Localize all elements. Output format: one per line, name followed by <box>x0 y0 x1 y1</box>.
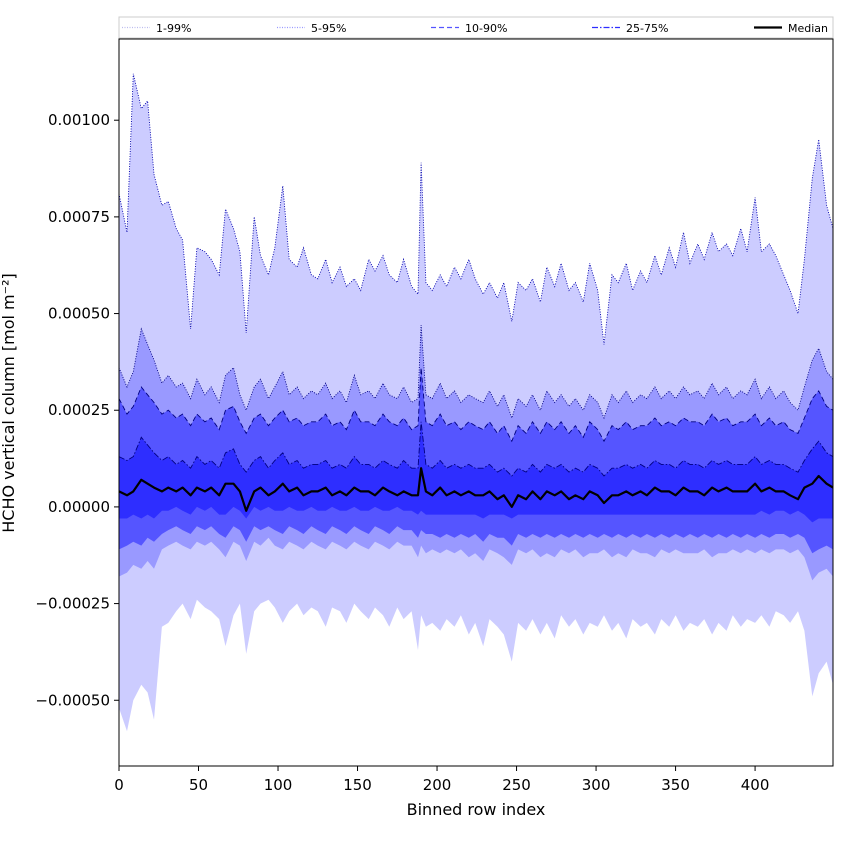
band-upper-line-2 <box>118 367 834 443</box>
y-tick-label-6: 0.00100 <box>48 111 110 129</box>
y-tick-label-2: 0.00000 <box>48 498 110 516</box>
plot-frame <box>118 38 834 767</box>
x-tick-label-7: 350 <box>661 776 690 794</box>
x-tick-label-6: 300 <box>582 776 611 794</box>
band-upper-line-1 <box>118 325 834 420</box>
y-axis-label: HCHO vertical column [mol m⁻²] <box>0 273 18 532</box>
median-line <box>118 467 834 512</box>
x-tick-label-3: 150 <box>343 776 372 794</box>
percentile-bands <box>119 73 833 732</box>
percentile-band-outlines <box>118 73 834 477</box>
x-tick-label-4: 200 <box>423 776 452 794</box>
y-tick-label-3: 0.00025 <box>48 401 110 419</box>
x-tick-label-5: 250 <box>502 776 531 794</box>
legend-label-3: 25-75% <box>626 22 668 35</box>
axes: 0 50 100 150 200 250 300 350 400 −0.00050 −0.00025… <box>35 38 834 794</box>
band-fill-3 <box>119 421 833 523</box>
legend-label-4: Median <box>788 22 828 35</box>
x-tick-label-0: 0 <box>114 776 124 794</box>
x-tick-label-1: 50 <box>189 776 208 794</box>
median-layer <box>118 467 834 512</box>
x-tick-label-8: 400 <box>741 776 770 794</box>
legend-label-0: 1-99% <box>156 22 191 35</box>
band-upper-line-3 <box>118 421 834 477</box>
legend: 1-99% 5-95% 10-90% 25-75% Median <box>118 16 834 39</box>
band-upper-line-0 <box>118 73 834 345</box>
y-tick-label-1: −0.00025 <box>35 595 110 613</box>
y-tick-label-0: −0.00050 <box>35 691 110 709</box>
x-axis-label: Binned row index <box>407 800 546 819</box>
legend-box <box>118 16 834 39</box>
x-tick-label-2: 100 <box>264 776 293 794</box>
legend-label-1: 5-95% <box>311 22 346 35</box>
y-tick-label-4: 0.00050 <box>48 305 110 323</box>
y-tick-label-5: 0.00075 <box>48 208 110 226</box>
legend-label-2: 10-90% <box>465 22 507 35</box>
